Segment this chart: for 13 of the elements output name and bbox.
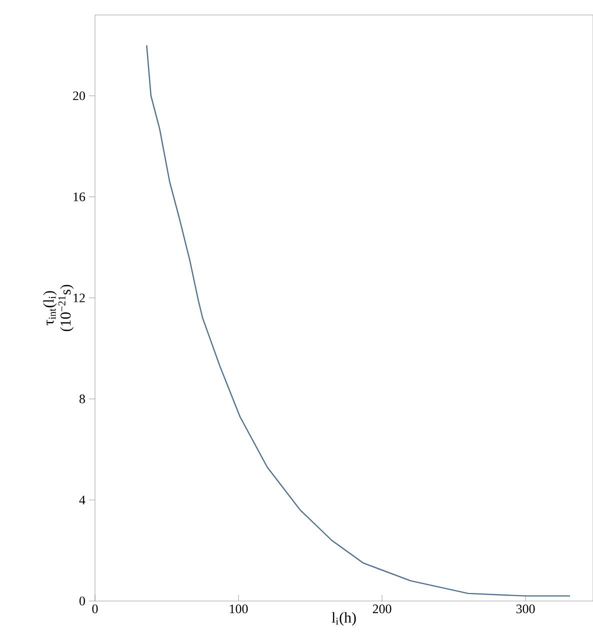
x-tick-label: 300 (516, 604, 535, 614)
x-axis-title: l$_{i}$(h) (332, 612, 356, 626)
y-tick-label: 4 (79, 496, 86, 504)
y-axis-title: τ$_{int}$(l$_{i}$) (10$^{−21}$s) (43, 284, 74, 332)
y-tick-label: 12 (74, 294, 85, 302)
y-tick-label: 20 (73, 91, 85, 100)
y-tick-label: 0 (80, 596, 85, 606)
y-tick-label: 8 (80, 394, 85, 404)
line-series (146, 44, 571, 597)
x-tick-label: 100 (230, 604, 248, 614)
x-tick-label: 200 (372, 604, 392, 614)
x-tick-label: 0 (92, 604, 98, 614)
y-tick-label: 16 (74, 192, 86, 202)
